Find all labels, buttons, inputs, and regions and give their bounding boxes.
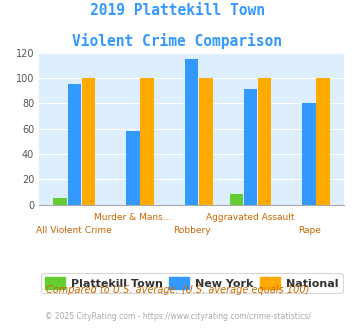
- Bar: [316, 78, 330, 205]
- Text: Compared to U.S. average. (U.S. average equals 100): Compared to U.S. average. (U.S. average …: [46, 285, 309, 295]
- Text: Violent Crime Comparison: Violent Crime Comparison: [72, 33, 283, 49]
- Legend: Plattekill Town, New York, National: Plattekill Town, New York, National: [41, 273, 343, 293]
- Bar: [258, 78, 271, 205]
- Text: Aggravated Assault: Aggravated Assault: [206, 213, 295, 222]
- Text: Robbery: Robbery: [173, 226, 211, 235]
- Bar: [54, 198, 67, 205]
- Bar: [67, 84, 81, 205]
- Text: Murder & Mans...: Murder & Mans...: [94, 213, 172, 222]
- Bar: [230, 194, 243, 205]
- Text: Rape: Rape: [298, 226, 321, 235]
- Text: 2019 Plattekill Town: 2019 Plattekill Town: [90, 3, 265, 18]
- Text: All Violent Crime: All Violent Crime: [37, 226, 112, 235]
- Bar: [82, 78, 95, 205]
- Text: © 2025 CityRating.com - https://www.cityrating.com/crime-statistics/: © 2025 CityRating.com - https://www.city…: [45, 312, 310, 321]
- Bar: [244, 89, 257, 205]
- Bar: [302, 103, 316, 205]
- Bar: [140, 78, 154, 205]
- Bar: [126, 131, 140, 205]
- Bar: [185, 59, 198, 205]
- Bar: [199, 78, 213, 205]
